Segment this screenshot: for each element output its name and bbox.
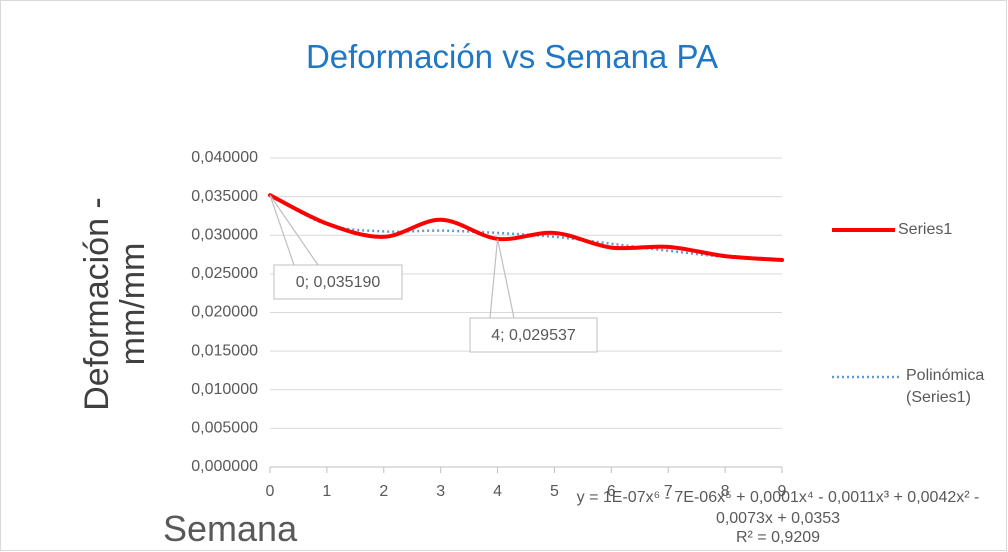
- y-tick-label: 0,000000: [191, 458, 258, 475]
- x-axis-label: Semana: [163, 508, 298, 549]
- x-tick-label: 4: [493, 483, 502, 500]
- y-axis-label: Deformación - mm/mm: [78, 197, 152, 411]
- y-tick-label: 0,010000: [191, 381, 258, 398]
- x-tick-label: 9: [778, 483, 787, 500]
- x-tick-label: 0: [266, 483, 275, 500]
- y-tick-label: 0,025000: [191, 265, 258, 282]
- chart-title: Deformación vs Semana PA: [305, 38, 719, 75]
- x-tick-label: 7: [664, 483, 673, 500]
- x-tick-label: 5: [550, 483, 559, 500]
- y-tick-label: 0,020000: [191, 304, 258, 321]
- leader-line: [489, 238, 515, 319]
- x-tick-label: 8: [721, 483, 730, 500]
- data-label: 0; 0,035190: [296, 274, 381, 291]
- x-tick-label: 3: [436, 483, 445, 500]
- y-tick-label: 0,015000: [191, 342, 258, 359]
- data-label: 4; 0,029537: [491, 327, 576, 344]
- r-squared: R² = 0,9209: [735, 529, 821, 546]
- y-tick-label: 0,005000: [191, 420, 258, 437]
- legend-label: Polinómica (Series1): [906, 367, 985, 406]
- data-label-box: [273, 264, 403, 300]
- legend-label: Series1: [898, 221, 953, 238]
- y-tick-label: 0,035000: [191, 188, 258, 205]
- x-tick-label: 2: [379, 483, 388, 500]
- trendline-equation: y = 1E-07x⁶ - 7E-06x⁵ + 0,0001x⁴ - 0,001…: [576, 489, 980, 527]
- series-line: [268, 193, 784, 262]
- leader-line: [269, 194, 319, 266]
- y-tick-label: 0,040000: [191, 149, 258, 166]
- data-label-box: [469, 317, 598, 353]
- trendline: [269, 193, 783, 262]
- x-tick-label: 6: [607, 483, 616, 500]
- y-tick-label: 0,030000: [191, 226, 258, 243]
- x-tick-label: 1: [322, 483, 331, 500]
